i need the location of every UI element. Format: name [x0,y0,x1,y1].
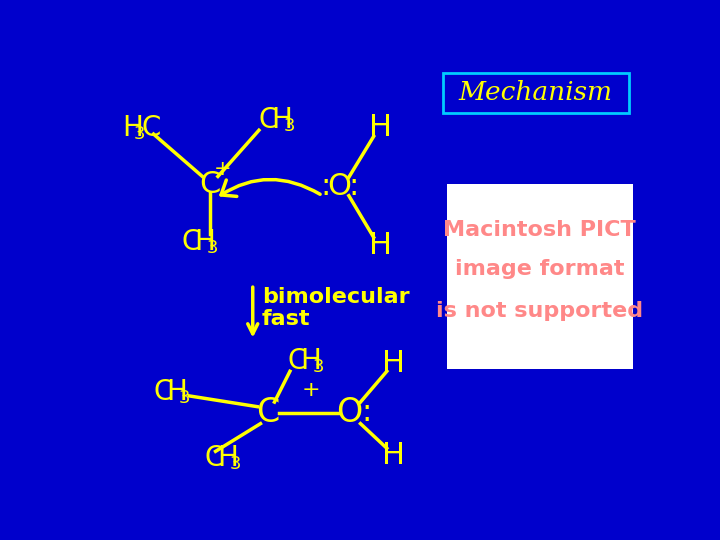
Text: C: C [256,396,280,429]
Text: :: : [348,172,359,201]
Text: H: H [369,231,392,260]
Text: H: H [217,443,238,471]
Text: :: : [361,399,372,427]
Text: C: C [204,443,224,471]
Text: H: H [382,349,405,378]
Text: H: H [369,113,392,143]
Text: +: + [302,380,320,400]
Text: 3: 3 [312,359,324,376]
Text: is not supported: is not supported [436,301,643,321]
Text: +: + [214,159,231,179]
Text: 3: 3 [206,239,217,257]
Text: Macintosh PICT: Macintosh PICT [443,220,636,240]
Text: 3: 3 [133,125,145,143]
Text: C: C [259,106,279,134]
Text: :: : [320,172,330,201]
Text: 3: 3 [284,117,295,136]
Text: O: O [328,172,351,201]
Text: C: C [141,114,161,142]
Text: image format: image format [455,259,624,279]
Text: Mechanism: Mechanism [459,80,613,105]
FancyBboxPatch shape [446,184,632,369]
Text: C: C [287,347,307,375]
Text: bimolecular: bimolecular [262,287,410,307]
Text: H: H [382,442,405,470]
Text: H: H [194,228,215,256]
Text: C: C [199,170,221,199]
Text: 3: 3 [230,455,241,472]
Text: C: C [153,378,173,406]
Text: H: H [300,347,321,375]
Text: fast: fast [262,309,310,329]
FancyBboxPatch shape [443,72,629,112]
Text: 3: 3 [179,389,190,407]
Text: H: H [271,106,292,134]
Text: O: O [336,396,363,429]
Text: H: H [166,378,186,406]
Text: H: H [122,114,143,142]
Text: C: C [181,228,201,256]
FancyArrowPatch shape [221,179,320,197]
